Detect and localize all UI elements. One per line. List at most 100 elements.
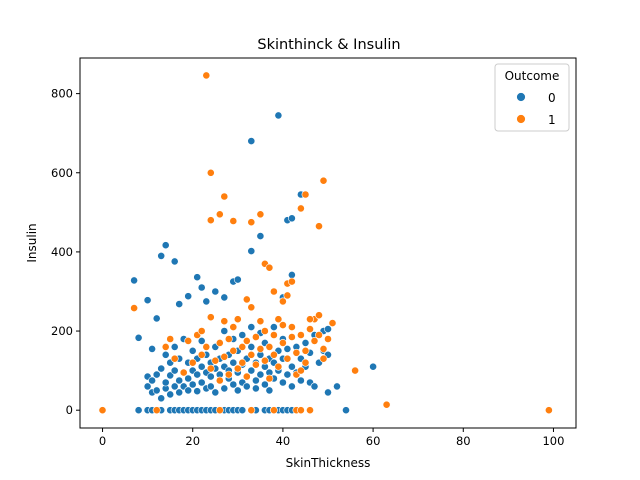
data-point-outcome-1 [247, 218, 256, 227]
data-point-outcome-1 [170, 354, 179, 363]
data-point-outcome-0 [283, 370, 292, 379]
data-point-outcome-1 [206, 313, 215, 322]
data-point-outcome-0 [287, 382, 296, 391]
data-point-outcome-0 [287, 362, 296, 371]
data-point-outcome-0 [175, 376, 184, 385]
data-point-outcome-1 [242, 372, 251, 381]
data-point-outcome-1 [247, 350, 256, 359]
data-point-outcome-0 [152, 386, 161, 395]
data-point-outcome-0 [175, 300, 184, 308]
data-point-outcome-1 [269, 287, 278, 296]
data-point-outcome-0 [247, 342, 256, 351]
data-point-outcome-1 [287, 333, 296, 341]
data-point-outcome-0 [143, 296, 152, 305]
data-point-outcome-1 [229, 217, 238, 225]
data-point-outcome-1 [179, 368, 188, 377]
data-point-outcome-1 [202, 342, 211, 351]
data-point-outcome-0 [247, 247, 256, 255]
data-point-outcome-1 [315, 311, 323, 320]
x-tick-label: 0 [99, 434, 106, 448]
data-point-outcome-1 [278, 338, 287, 347]
data-point-outcome-1 [287, 323, 296, 331]
data-point-outcome-1 [229, 323, 238, 331]
data-point-outcome-0 [166, 371, 175, 380]
data-point-outcome-0 [220, 327, 229, 335]
data-point-outcome-0 [287, 214, 296, 223]
data-point-outcome-0 [283, 344, 292, 353]
data-point-outcome-1 [296, 204, 305, 213]
data-point-outcome-1 [197, 350, 206, 359]
data-point-outcome-1 [319, 176, 328, 185]
data-point-outcome-1 [269, 406, 278, 415]
data-point-outcome-1 [206, 168, 215, 177]
data-point-outcome-1 [233, 315, 242, 324]
data-point-outcome-0 [269, 323, 278, 331]
data-point-outcome-0 [233, 386, 242, 395]
data-point-outcome-0 [157, 251, 166, 260]
data-point-outcome-1 [283, 354, 292, 363]
data-point-outcome-1 [184, 336, 193, 345]
data-point-outcome-1 [274, 362, 283, 371]
data-point-outcome-0 [278, 378, 287, 387]
data-point-outcome-0 [197, 283, 206, 292]
data-point-outcome-0 [265, 386, 274, 395]
data-point-outcome-1 [224, 335, 233, 343]
data-point-outcome-1 [242, 295, 251, 304]
data-point-outcome-1 [301, 358, 310, 367]
data-point-outcome-0 [143, 382, 152, 391]
data-point-outcome-0 [260, 380, 269, 389]
data-point-outcome-1 [197, 327, 206, 335]
data-point-outcome-1 [256, 344, 265, 353]
data-point-outcome-0 [148, 344, 156, 353]
data-point-outcome-1 [188, 358, 197, 367]
data-point-outcome-0 [134, 333, 143, 342]
data-point-outcome-0 [206, 372, 215, 381]
data-point-outcome-1 [301, 190, 310, 199]
data-point-outcome-0 [170, 257, 179, 266]
data-point-outcome-1 [265, 263, 274, 272]
data-point-outcome-1 [269, 331, 278, 339]
y-axis-ticks: 0 200 400 600 800 [51, 87, 80, 417]
data-point-outcome-1 [265, 342, 274, 351]
data-point-outcome-1 [283, 291, 292, 300]
data-point-outcome-0 [193, 387, 202, 396]
data-point-outcome-1 [211, 356, 220, 365]
legend-title: Outcome [505, 69, 560, 83]
data-point-outcome-0 [184, 374, 193, 383]
data-point-outcome-1 [152, 406, 161, 415]
data-point-outcome-0 [251, 376, 260, 385]
x-tick-label: 20 [185, 434, 200, 448]
data-point-outcome-0 [247, 323, 256, 331]
data-point-outcome-0 [188, 346, 197, 355]
data-point-outcome-1 [215, 210, 224, 219]
data-point-outcome-1 [292, 348, 301, 357]
legend-label-outcome-1: 1 [548, 113, 556, 127]
data-point-outcome-0 [324, 325, 332, 333]
data-point-outcome-0 [256, 370, 265, 379]
y-tick-label: 600 [51, 166, 73, 180]
data-point-outcome-1 [260, 327, 269, 335]
data-point-outcome-0 [152, 370, 161, 379]
data-point-outcome-0 [152, 314, 161, 323]
data-point-outcome-0 [310, 382, 319, 391]
data-point-outcome-1 [351, 366, 359, 375]
data-point-outcome-1 [229, 346, 238, 355]
data-point-outcome-0 [134, 406, 143, 415]
data-point-outcome-0 [247, 137, 256, 145]
data-point-outcome-1 [215, 338, 224, 347]
data-point-outcome-0 [324, 388, 332, 397]
data-point-outcome-0 [184, 292, 193, 301]
data-point-outcome-0 [170, 366, 179, 375]
data-point-outcome-0 [238, 406, 247, 415]
data-point-outcome-1 [310, 336, 319, 345]
data-point-outcome-1 [130, 304, 138, 312]
legend-marker-outcome-1 [516, 114, 526, 124]
data-point-outcome-1 [315, 331, 323, 339]
data-point-outcome-0 [211, 388, 220, 397]
data-point-outcome-1 [265, 374, 274, 383]
legend-marker-outcome-0 [516, 92, 526, 102]
data-point-outcome-0 [333, 382, 341, 391]
data-point-outcome-0 [157, 364, 166, 373]
data-point-outcome-1 [220, 352, 229, 361]
